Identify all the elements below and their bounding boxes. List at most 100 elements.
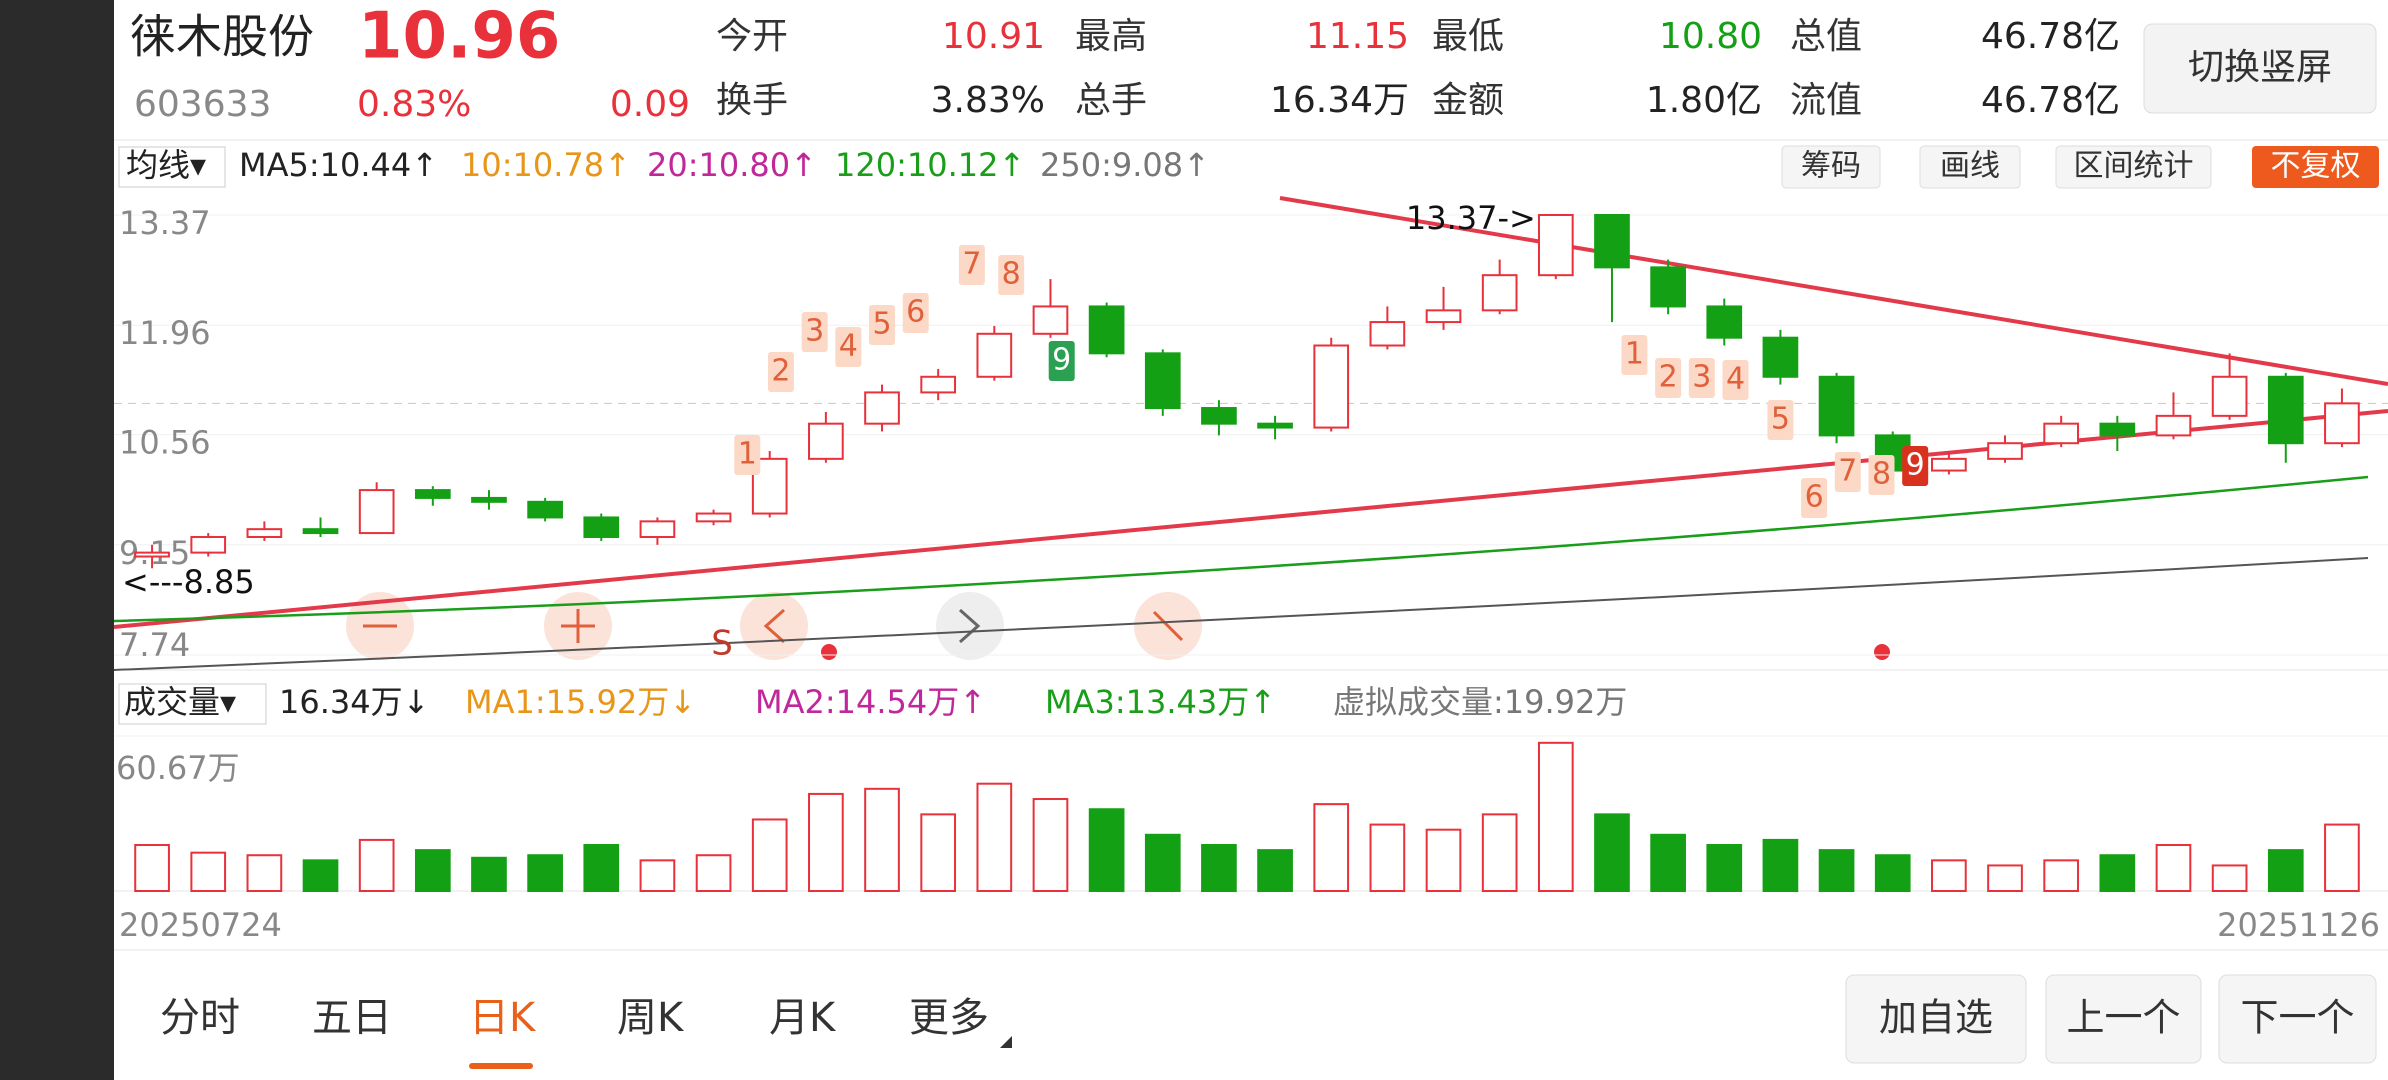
tab[interactable]: 五日 bbox=[312, 995, 392, 1041]
annotation: <---8.85 bbox=[122, 563, 255, 601]
vol-selector-label: 成交量▾ bbox=[124, 683, 236, 721]
volume-bar bbox=[527, 854, 563, 892]
tool-button[interactable] bbox=[1919, 145, 2021, 189]
candle-body bbox=[302, 528, 339, 535]
volume-bar bbox=[2324, 823, 2360, 892]
candle-body bbox=[808, 422, 844, 460]
candle-body bbox=[2099, 422, 2136, 437]
td-box bbox=[1048, 341, 1075, 381]
tab[interactable]: 分时 bbox=[160, 995, 240, 1041]
vol-ma-value: MA3:13.43万↑ bbox=[1045, 683, 1276, 721]
volume-bar bbox=[751, 818, 788, 892]
rotate-button[interactable] bbox=[2143, 23, 2377, 114]
candle-body bbox=[190, 535, 227, 554]
vol-ma-value: MA1:15.92万↓ bbox=[465, 683, 696, 721]
x-end: 20251126 bbox=[2217, 906, 2380, 944]
td-label: 3 bbox=[805, 314, 824, 349]
stock-code: 603633 bbox=[134, 84, 271, 125]
stat-label: 今开 bbox=[716, 16, 788, 57]
volume-bar bbox=[1706, 844, 1743, 892]
stat-value: 46.78亿 bbox=[1981, 80, 2120, 121]
volume-bar bbox=[1818, 849, 1855, 892]
td-box bbox=[1801, 478, 1828, 518]
stat-label: 金额 bbox=[1432, 80, 1504, 121]
more-arrow bbox=[1000, 1036, 1012, 1048]
volume-bar bbox=[695, 854, 732, 892]
td-box bbox=[1722, 360, 1749, 400]
scroll-left[interactable] bbox=[740, 592, 808, 660]
candle-body bbox=[1032, 305, 1069, 335]
td-box bbox=[1902, 446, 1929, 486]
td-box bbox=[767, 352, 794, 392]
bottom-button[interactable] bbox=[2218, 974, 2377, 1064]
td-box bbox=[1834, 452, 1861, 492]
ma-value: 120:10.12↑ bbox=[835, 146, 1025, 184]
td-label: 1 bbox=[738, 437, 757, 472]
bottom-button-label: 下一个 bbox=[2240, 996, 2354, 1040]
candle-body bbox=[527, 500, 563, 519]
candle-body bbox=[2155, 414, 2192, 437]
y-tick-label: 7.74 bbox=[119, 626, 190, 664]
candle-body bbox=[2267, 375, 2304, 445]
volume-bar bbox=[1257, 849, 1293, 892]
volume-bar bbox=[1369, 823, 1406, 892]
volume-bar bbox=[864, 787, 900, 892]
volume-bar bbox=[639, 859, 676, 893]
volume-bar bbox=[2211, 864, 2248, 893]
icon bbox=[1152, 610, 1184, 642]
tab[interactable]: 周K bbox=[617, 995, 685, 1041]
volume-bar bbox=[2043, 859, 2080, 893]
tool-button[interactable] bbox=[2252, 146, 2379, 188]
td-label: 1 bbox=[1625, 337, 1644, 372]
volume-bar bbox=[1032, 798, 1069, 893]
volume-bar bbox=[1313, 803, 1350, 893]
volume-bar bbox=[1144, 833, 1181, 893]
stat-value: 16.34万 bbox=[1270, 80, 1409, 121]
candle-body bbox=[1987, 442, 2023, 460]
volume-bar bbox=[1537, 741, 1574, 893]
td-label: 8 bbox=[1872, 457, 1891, 492]
td-label: 9 bbox=[1906, 448, 1925, 483]
stat-value: 11.15 bbox=[1306, 16, 1409, 57]
tab[interactable]: 月K bbox=[769, 995, 837, 1041]
tool-button-label: 画线 bbox=[1940, 149, 2000, 184]
candle-body bbox=[1313, 344, 1350, 429]
tab[interactable]: 日K bbox=[469, 995, 537, 1041]
td-label: 2 bbox=[1659, 360, 1678, 395]
change: 0.09 bbox=[610, 84, 690, 125]
td-label: 5 bbox=[1771, 402, 1790, 437]
td-box bbox=[1655, 358, 1682, 398]
bottom-button[interactable] bbox=[1845, 974, 2027, 1064]
td-box bbox=[869, 305, 896, 345]
bottom-button[interactable] bbox=[2045, 974, 2202, 1064]
candle-body bbox=[2324, 402, 2360, 445]
td-label: 9 bbox=[1052, 343, 1071, 378]
tab-underline bbox=[469, 1063, 533, 1069]
y-tick-label: 60.67万 bbox=[116, 749, 240, 787]
stat-label: 最高 bbox=[1075, 16, 1147, 57]
stat-value: 1.80亿 bbox=[1646, 80, 1762, 121]
candle-body bbox=[1088, 305, 1125, 355]
td-box bbox=[998, 255, 1025, 295]
scroll-right[interactable] bbox=[936, 592, 1004, 660]
ma-value: 250:9.08↑ bbox=[1040, 146, 1210, 184]
vol-selector[interactable] bbox=[118, 683, 267, 725]
volume-bar bbox=[190, 851, 227, 892]
tool-button[interactable] bbox=[2055, 145, 2212, 189]
ma-selector[interactable] bbox=[118, 146, 226, 188]
tab[interactable]: 更多 bbox=[909, 995, 989, 1041]
volume-bar bbox=[1931, 859, 1967, 893]
candle-body bbox=[1650, 266, 1686, 308]
dot bbox=[821, 644, 837, 660]
x-start: 20250724 bbox=[119, 906, 282, 944]
tool-button[interactable] bbox=[1781, 145, 1881, 189]
ma-value: 20:10.80↑ bbox=[647, 146, 817, 184]
candle-body bbox=[2211, 375, 2248, 417]
trend-line bbox=[1279, 196, 2388, 386]
td-label: 7 bbox=[1838, 454, 1857, 489]
rotate-label: 切换竖屏 bbox=[2188, 47, 2332, 88]
volume-bar bbox=[471, 856, 507, 892]
volume-bar bbox=[1594, 813, 1630, 892]
td-label: 8 bbox=[1002, 257, 1021, 292]
volume-bar bbox=[1201, 844, 1237, 892]
